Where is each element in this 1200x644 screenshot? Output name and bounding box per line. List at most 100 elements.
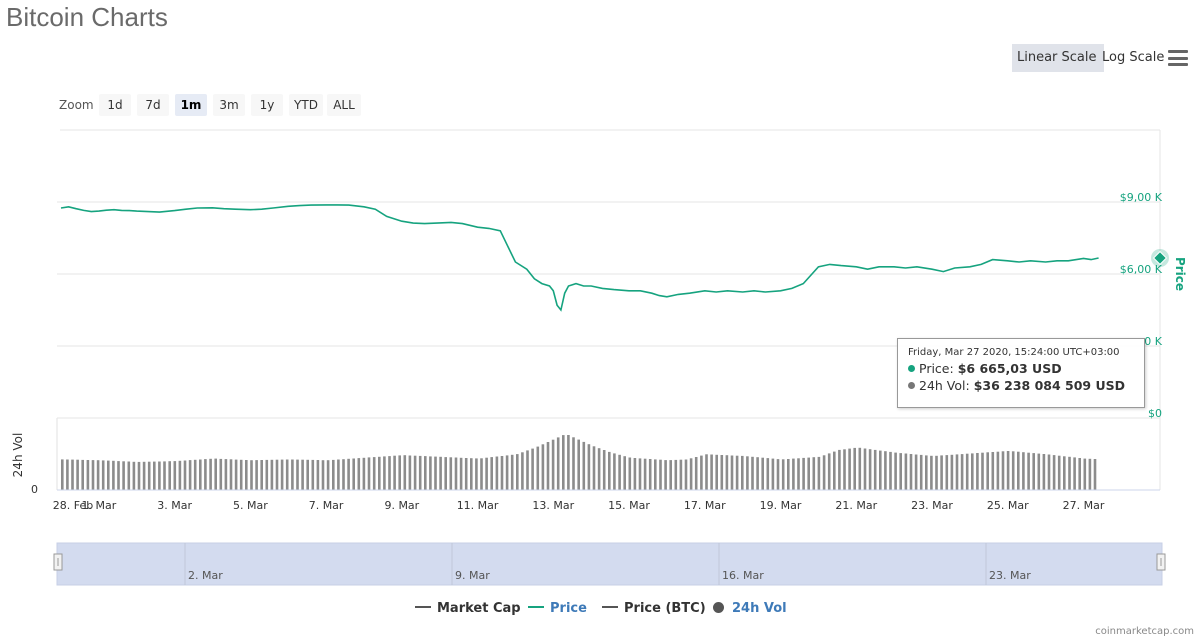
zoom-1m-button[interactable]: 1m [175,94,207,116]
credits-link[interactable]: coinmarketcap.com [1095,626,1194,637]
x-tick-label: 3. Mar [157,499,192,512]
volume-bar [1037,453,1041,490]
volume-bar [802,457,805,490]
zoom-1y-button[interactable]: 1y [251,94,283,116]
volume-bar [700,455,703,490]
volume-bar [679,459,683,490]
volume-bar [771,458,775,490]
volume-bar [153,461,156,490]
hamburger-menu-icon[interactable] [1168,50,1188,66]
volume-bar [464,458,468,490]
volume-bar [362,457,366,490]
volume-bar [449,457,453,490]
volume-bar [546,442,550,490]
volume-bar [193,459,197,490]
volume-bar [1032,453,1035,490]
legend-24h-vol[interactable]: 24h Vol [713,601,787,616]
volume-bar [669,460,672,490]
price-axis-title: Price [1173,257,1187,291]
volume-axis-zero-label: 0 [31,483,38,496]
chart-tooltip: Friday, Mar 27 2020, 15:24:00 UTC+03:00 … [897,338,1145,408]
volume-bar [173,461,177,490]
legend-price[interactable]: Price [528,601,587,616]
volume-bar [684,459,688,490]
legend-market-cap[interactable]: Market Cap [415,601,521,616]
volume-bar [592,446,596,490]
volume-bar [674,459,678,490]
volume-bar [817,456,821,490]
volume-bar [158,461,161,490]
volume-bar [270,459,274,490]
volume-bar [756,457,759,490]
log-scale-button[interactable]: Log Scale [1102,50,1165,65]
volume-bar [475,458,478,490]
volume-bar [117,461,120,490]
zoom-7d-button[interactable]: 7d [137,94,169,116]
volume-bar [925,455,928,490]
volume-bar [76,459,79,490]
volume-bar [306,459,309,490]
volume-bar [1042,454,1046,490]
x-tick-label: 25. Mar [987,499,1029,512]
volume-bar [863,448,867,490]
legend-label: Price (BTC) [624,601,706,616]
volume-bar [96,460,100,490]
navigator-tick-label: 2. Mar [188,569,223,582]
volume-bar [127,461,131,490]
volume-bar [470,458,473,490]
volume-bar [746,456,749,490]
volume-bar [1001,451,1005,490]
volume-bar [1083,458,1087,490]
volume-bar [229,459,233,490]
price-tick-label: $6,00 K [1120,263,1163,276]
volume-bar [61,459,64,490]
volume-bar [710,454,713,490]
navigator-tick-label: 9. Mar [455,569,490,582]
volume-bar [342,459,345,490]
volume-bar [168,461,171,490]
volume-bar [909,454,913,490]
volume-bar [562,435,565,490]
volume-bar [654,459,657,490]
volume-bar [178,460,182,490]
x-tick-label: 17. Mar [684,499,726,512]
volume-bar [1027,452,1030,490]
volume-bar [332,459,335,490]
zoom-1d-button[interactable]: 1d [99,94,131,116]
volume-bar [66,459,69,490]
volume-bar [101,460,105,490]
volume-bar [393,455,396,490]
volume-bar [1022,452,1025,490]
volume-bar [894,452,897,490]
volume-bar [408,455,412,490]
legend-price-btc[interactable]: Price (BTC) [602,601,706,616]
legend-label: 24h Vol [732,601,787,616]
volume-bar [705,454,708,490]
volume-bar [976,453,979,490]
volume-bar [935,455,938,490]
x-tick-label: 23. Mar [911,499,953,512]
volume-bar [1068,456,1071,490]
volume-bar [214,458,217,490]
linear-scale-button[interactable]: Linear Scale [1012,44,1104,72]
zoom-ytd-button[interactable]: YTD [289,94,323,116]
volume-bar [991,452,995,490]
volume-bar [1078,458,1081,490]
volume-bar [597,448,601,490]
volume-bar [858,447,862,490]
volume-bar [720,455,724,490]
volume-bar [1011,451,1015,490]
legend-label: Market Cap [437,601,521,616]
volume-bar [812,457,816,490]
volume-bar [776,459,780,490]
volume-bar [1057,455,1061,490]
volume-bar [485,457,488,490]
zoom-3m-button[interactable]: 3m [213,94,245,116]
tooltip-vol-value: $36 238 084 509 USD [973,378,1126,393]
volume-bar [551,439,555,490]
volume-bar [403,455,407,490]
zoom-all-button[interactable]: ALL [327,94,361,116]
volume-bar [741,455,744,490]
volume-bar [930,455,933,490]
